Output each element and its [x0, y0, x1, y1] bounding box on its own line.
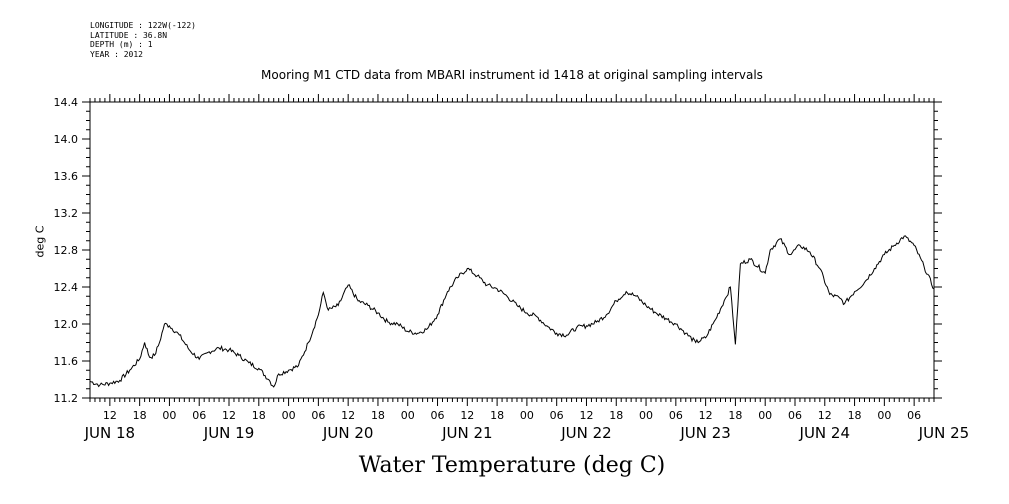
x-hour-label: 18	[848, 409, 862, 422]
x-day-label: JUN 23	[679, 424, 730, 442]
x-day-label: JUN 25	[918, 424, 969, 442]
x-hour-label: 00	[758, 409, 772, 422]
y-tick-label: 14.0	[54, 133, 79, 146]
x-hour-label: 18	[371, 409, 385, 422]
x-hour-label: 12	[103, 409, 117, 422]
y-tick-label: 13.2	[54, 207, 79, 220]
longitude-text: LONGITUDE : 122W(-122)	[90, 21, 196, 30]
x-day-label: JUN 22	[560, 424, 611, 442]
x-hour-label: 06	[550, 409, 564, 422]
depth-text: DEPTH (m) : 1	[90, 40, 153, 49]
y-tick-label: 12.4	[54, 281, 79, 294]
station-metadata: LONGITUDE : 122W(-122) LATITUDE : 36.8N …	[90, 21, 196, 59]
year-text: YEAR : 2012	[90, 49, 143, 59]
x-hour-label: 18	[609, 409, 623, 422]
x-hour-label: 06	[192, 409, 206, 422]
chart-title: Mooring M1 CTD data from MBARI instrumen…	[261, 68, 763, 82]
x-hour-label: 00	[520, 409, 534, 422]
x-hour-label: 12	[818, 409, 832, 422]
x-hour-label: 06	[907, 409, 921, 422]
x-hour-label: 18	[133, 409, 147, 422]
x-hour-label: 18	[252, 409, 266, 422]
x-hour-label: 00	[401, 409, 415, 422]
y-tick-label: 11.2	[54, 392, 79, 405]
x-hour-label: 12	[699, 409, 713, 422]
x-hour-label: 12	[460, 409, 474, 422]
x-day-label: JUN 21	[441, 424, 492, 442]
series-line	[89, 235, 935, 388]
y-tick-label: 12.0	[54, 318, 79, 331]
x-hour-label: 06	[669, 409, 683, 422]
latitude-text: LATITUDE : 36.8N	[90, 30, 168, 40]
x-hour-label: 18	[490, 409, 504, 422]
x-day-label: JUN 20	[322, 424, 373, 442]
x-hour-label: 12	[222, 409, 236, 422]
axes	[82, 94, 942, 406]
x-day-label: JUN 18	[84, 424, 135, 442]
x-day-label: JUN 24	[799, 424, 850, 442]
y-tick-label: 11.6	[54, 355, 79, 368]
x-axis-label: Water Temperature (deg C)	[358, 453, 666, 478]
x-hour-label: 12	[341, 409, 355, 422]
x-day-label: JUN 19	[203, 424, 254, 442]
x-hour-label: 00	[877, 409, 891, 422]
y-tick-label: 14.4	[54, 96, 79, 109]
x-hour-label: 00	[282, 409, 296, 422]
y-tick-label: 13.6	[54, 170, 79, 183]
y-tick-label: 12.8	[54, 244, 79, 257]
x-hour-label: 12	[579, 409, 593, 422]
x-hour-label: 06	[311, 409, 325, 422]
x-hour-label: 06	[788, 409, 802, 422]
x-hour-label: 00	[162, 409, 176, 422]
x-hour-label: 06	[431, 409, 445, 422]
tick-labels: 11.2 11.6 12.0 12.4 12.8 13.2 13.6 14.0 14.4 12 18…	[54, 96, 970, 442]
x-hour-label: 18	[728, 409, 742, 422]
x-hour-label: 00	[639, 409, 653, 422]
series-group	[89, 235, 935, 388]
